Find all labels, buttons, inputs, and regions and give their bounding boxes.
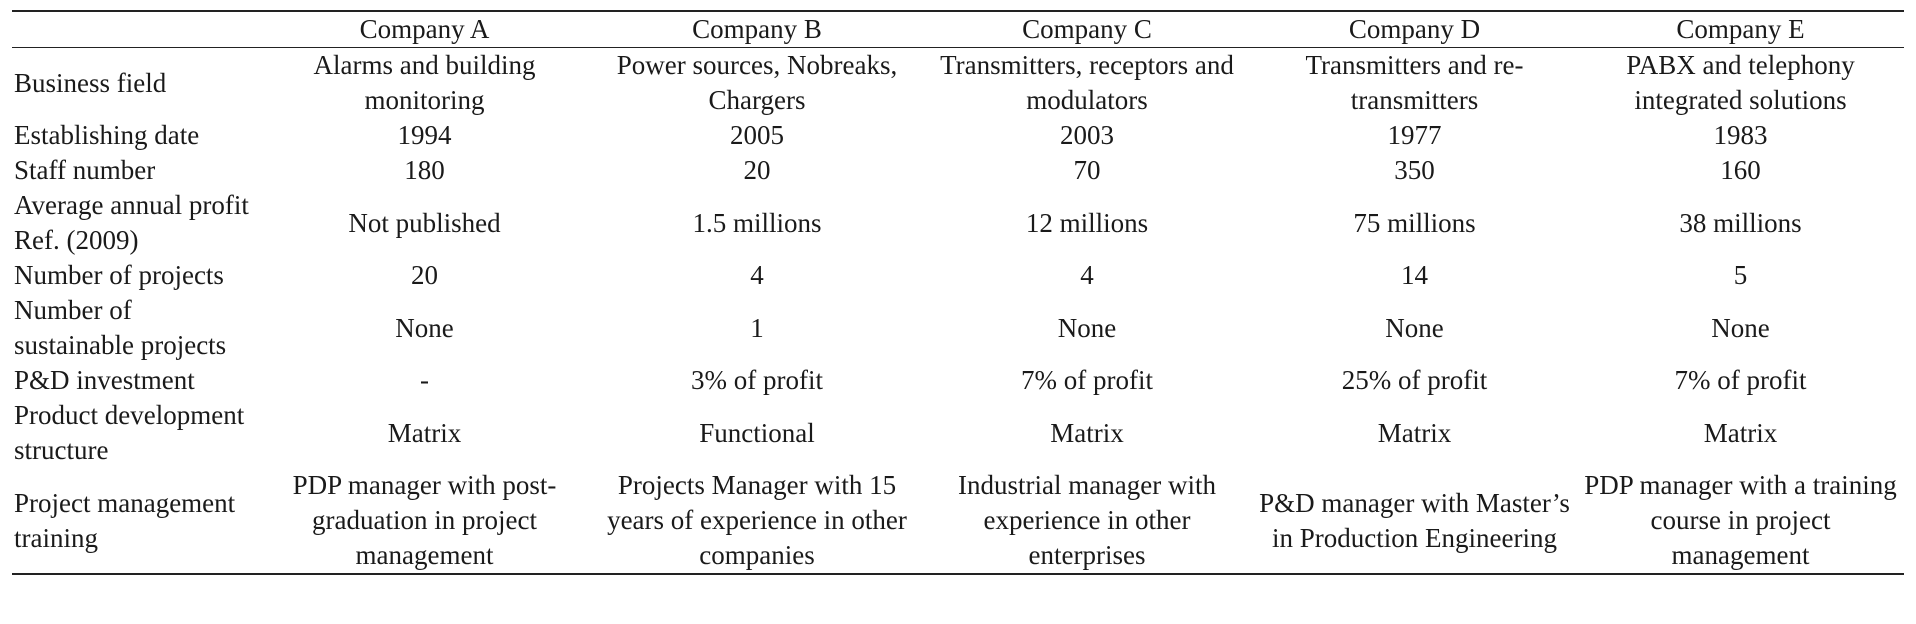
table-row: Staff number 180 20 70 350 160 — [12, 153, 1904, 188]
table-cell: 12 millions — [1025, 207, 1149, 238]
row-label: Number of sustainable projects — [14, 295, 227, 360]
table-cell: PDP manager with a training course in pr… — [1584, 470, 1897, 570]
table-row: Business field Alarms and building monit… — [12, 48, 1904, 119]
table-cell: Matrix — [1703, 417, 1778, 448]
table-cell: Transmitters, receptors and modulators — [940, 50, 1234, 115]
table-cell: 14 — [1401, 260, 1428, 290]
table-cell: PABX and telephony integrated solutions — [1626, 50, 1855, 115]
header-company-e: Company E — [1676, 14, 1805, 44]
table-cell: 1977 — [1387, 120, 1442, 150]
table-cell: None — [1385, 312, 1444, 343]
table-cell: P&D manager with Master’s in Production … — [1259, 487, 1570, 553]
table-cell: Alarms and building monitoring — [313, 50, 536, 115]
table-cell: Matrix — [387, 417, 462, 448]
header-company-d: Company D — [1348, 14, 1481, 44]
company-comparison-table: Company A Company B Company C Company D … — [12, 10, 1904, 575]
table-cell: PDP manager with post-graduation in proj… — [292, 470, 557, 570]
table-cell: 160 — [1720, 155, 1761, 185]
table-cell: 2005 — [730, 120, 784, 150]
row-label: Product development structure — [14, 400, 245, 465]
table-cell: 3% of profit — [691, 365, 823, 395]
table-cell: 1.5 millions — [692, 207, 822, 238]
row-label: Staff number — [14, 155, 156, 185]
header-company-a: Company A — [359, 14, 490, 44]
table-cell: Matrix — [1377, 417, 1452, 448]
table-cell: 20 — [411, 260, 438, 290]
table-header-row: Company A Company B Company C Company D … — [12, 11, 1904, 48]
table-cell: 1983 — [1713, 120, 1768, 150]
table-cell: Matrix — [1050, 417, 1124, 448]
table-cell: 38 millions — [1679, 207, 1802, 238]
row-label: Establishing date — [14, 120, 200, 150]
table-cell: 4 — [750, 260, 764, 290]
table-cell: None — [395, 312, 454, 343]
comparison-table-container: Company A Company B Company C Company D … — [12, 10, 1904, 575]
table-cell: Transmitters and re-transmitters — [1305, 50, 1524, 115]
table-cell: 1 — [750, 312, 764, 343]
table-cell: 7% of profit — [1674, 365, 1807, 395]
table-cell: 350 — [1394, 155, 1435, 185]
row-label: Number of projects — [14, 260, 224, 290]
table-cell: Power sources, Nobreaks, Chargers — [616, 50, 898, 115]
table-row: Project management training PDP manager … — [12, 468, 1904, 574]
table-cell: 1994 — [397, 120, 452, 150]
table-cell: Industrial manager with experience in ot… — [958, 470, 1216, 570]
row-label: Average annual profit Ref. (2009) — [14, 190, 249, 255]
header-company-b: Company B — [692, 14, 822, 44]
table-cell: Not published — [348, 207, 501, 238]
table-cell: Projects Manager with 15 years of experi… — [607, 470, 907, 570]
header-company-c: Company C — [1022, 14, 1152, 44]
table-row: P&D investment - 3% of profit 7% of prof… — [12, 363, 1904, 398]
header-empty-cell — [12, 11, 257, 48]
table-row: Number of projects 20 4 4 14 5 — [12, 258, 1904, 293]
table-cell: 70 — [1073, 155, 1101, 185]
row-label: Project management training — [14, 487, 236, 553]
table-row: Average annual profit Ref. (2009) Not pu… — [12, 188, 1904, 258]
row-label: P&D investment — [14, 365, 195, 395]
table-cell: 75 millions — [1353, 207, 1476, 238]
table-cell: Functional — [699, 417, 815, 448]
table-cell: 20 — [743, 155, 771, 185]
table-row: Product development structure Matrix Fun… — [12, 398, 1904, 468]
table-cell: 5 — [1733, 260, 1748, 290]
table-cell: 2003 — [1060, 120, 1114, 150]
table-cell: - — [420, 365, 429, 395]
table-cell: None — [1711, 312, 1770, 343]
table-cell: None — [1057, 312, 1117, 343]
table-cell: 4 — [1080, 260, 1094, 290]
table-row: Establishing date 1994 2005 2003 1977 19… — [12, 118, 1904, 153]
table-cell: 7% of profit — [1021, 365, 1153, 395]
row-label: Business field — [14, 67, 167, 98]
table-cell: 180 — [404, 155, 445, 185]
table-cell: 25% of profit — [1341, 365, 1488, 395]
table-row: Number of sustainable projects None 1 No… — [12, 293, 1904, 363]
